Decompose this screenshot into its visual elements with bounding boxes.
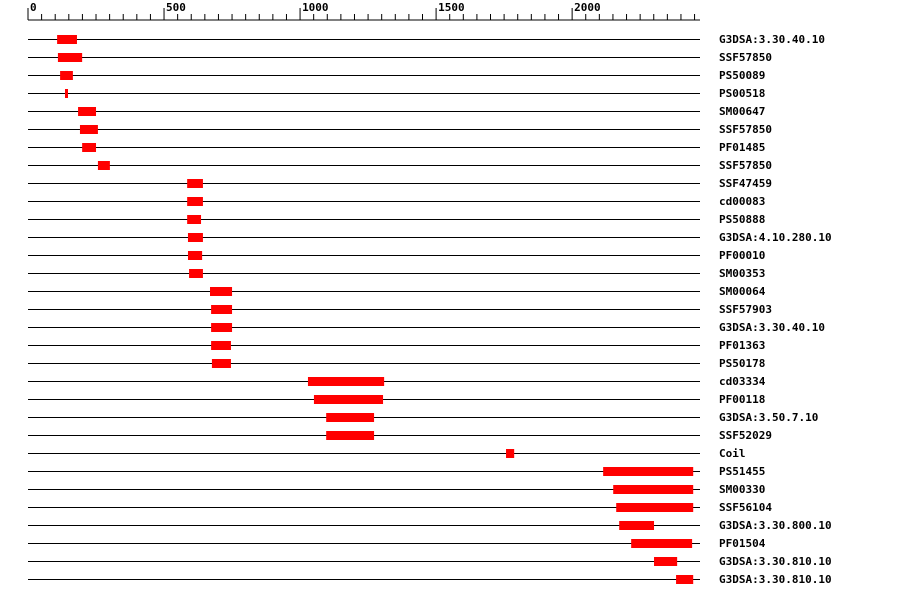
row-label: SSF57850 (719, 159, 772, 172)
row-label: SM00330 (719, 483, 765, 496)
domain-bar (82, 143, 97, 152)
row-label: SSF57850 (719, 123, 772, 136)
row-label: PS50089 (719, 69, 765, 82)
row-label: SM00647 (719, 105, 765, 118)
row-label: G3DSA:3.30.800.10 (719, 519, 832, 532)
row-label: PS50178 (719, 357, 765, 370)
domain-bar (313, 395, 384, 404)
row-label: SM00353 (719, 267, 765, 280)
row-label: PF01363 (719, 339, 765, 352)
row-label: G3DSA:3.30.810.10 (719, 555, 832, 568)
x-tick-label: 1500 (438, 1, 465, 14)
domain-bar (187, 251, 203, 260)
row-label: SSF56104 (719, 501, 772, 514)
domain-bar (57, 35, 77, 44)
row-label: G3DSA:3.50.7.10 (719, 411, 818, 424)
row-label: G3DSA:3.30.40.10 (719, 321, 825, 334)
x-tick-label: 1000 (302, 1, 329, 14)
domain-bar (506, 449, 515, 458)
row-label: PF00118 (719, 393, 765, 406)
domain-bar (57, 53, 83, 62)
domain-bar (211, 305, 233, 314)
row-label: SSF52029 (719, 429, 772, 442)
x-tick-label: 500 (166, 1, 186, 14)
domain-bar (97, 161, 110, 170)
row-label: SM00064 (719, 285, 766, 298)
domain-bar (211, 341, 231, 350)
x-tick-label: 2000 (574, 1, 601, 14)
row-label: G3DSA:3.30.810.10 (719, 573, 832, 586)
domain-bar (210, 287, 233, 296)
row-label: cd00083 (719, 195, 765, 208)
domain-bar (654, 557, 678, 566)
row-label: G3DSA:4.10.280.10 (719, 231, 832, 244)
domain-bar (616, 503, 694, 512)
row-label: G3DSA:3.30.40.10 (719, 33, 825, 46)
row-label: SSF57850 (719, 51, 772, 64)
x-tick-label: 0 (30, 1, 37, 14)
domain-bar (326, 413, 375, 422)
row-label: PF01504 (719, 537, 766, 550)
row-label: PF00010 (719, 249, 765, 262)
row-label: PS51455 (719, 465, 765, 478)
domain-bar (187, 197, 203, 206)
row-label: SSF57903 (719, 303, 772, 316)
domain-bar (676, 575, 694, 584)
row-label: cd03334 (719, 375, 766, 388)
domain-bar (187, 215, 202, 224)
row-label: PF01485 (719, 141, 765, 154)
domain-bar (326, 431, 375, 440)
row-label: Coil (719, 447, 746, 460)
domain-bar (187, 179, 203, 188)
domain-bar (189, 269, 203, 278)
domain-bar (211, 359, 231, 368)
domain-bar (78, 107, 97, 116)
domain-bar (60, 71, 73, 80)
domain-bar (619, 521, 655, 530)
domain-bar (211, 323, 233, 332)
domain-bar (65, 89, 68, 98)
row-label: PS50888 (719, 213, 765, 226)
domain-bar (613, 485, 694, 494)
row-label: SSF47459 (719, 177, 772, 190)
row-label: PS00518 (719, 87, 765, 100)
domain-bar (187, 233, 203, 242)
domain-bar (603, 467, 694, 476)
domain-bar (307, 377, 385, 386)
domain-bar (79, 125, 98, 134)
domain-bar (631, 539, 693, 548)
